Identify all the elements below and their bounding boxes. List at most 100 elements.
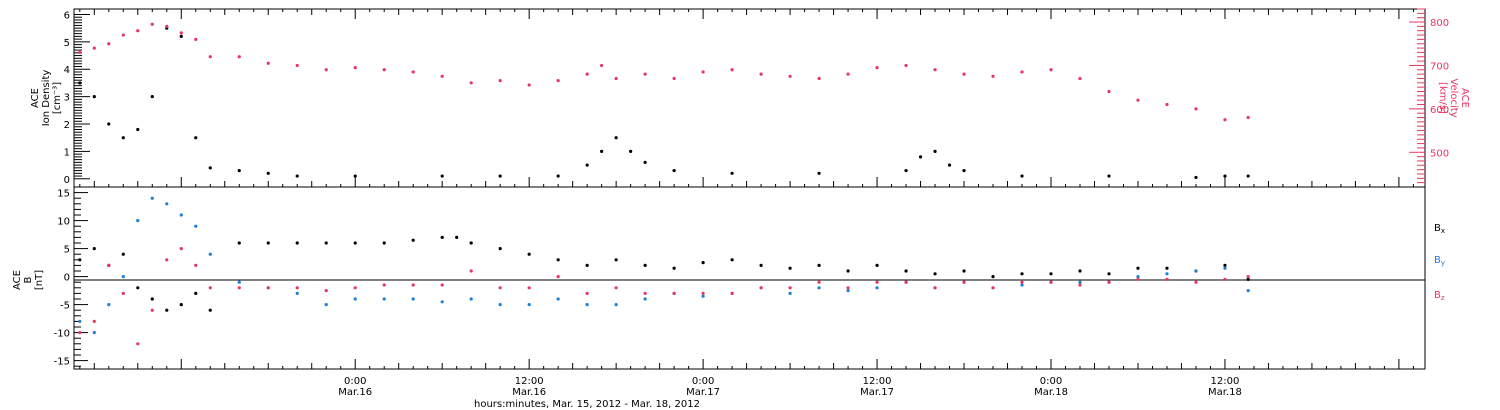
field-tick-label: -15 (54, 357, 70, 368)
field-tick-label: 0 (64, 273, 70, 284)
by-point (121, 275, 125, 279)
bx-point (165, 308, 169, 312)
density-point (556, 174, 560, 178)
bx-point (1049, 272, 1053, 276)
density-tick-label: 3 (64, 93, 70, 104)
by-point (440, 300, 444, 304)
by-point (585, 303, 589, 307)
density-point (1194, 175, 1198, 180)
bz-point (1223, 277, 1227, 281)
legend-bx-sub: x (1441, 227, 1445, 235)
velocity-point (92, 46, 96, 50)
velocity-point (672, 76, 676, 81)
bx-point (179, 303, 183, 307)
time-tick-label: 12:00 (863, 376, 892, 387)
velocity-point (643, 72, 647, 76)
top-panel-frame (73, 8, 1426, 188)
bx-point (324, 241, 328, 245)
field-label-line3: [nT] (34, 270, 45, 290)
bz-point (469, 269, 473, 273)
bx-point (730, 258, 734, 262)
density-point (107, 122, 111, 126)
bz-point (1165, 277, 1169, 281)
velocity-point (498, 79, 502, 83)
velocity-point (556, 79, 560, 83)
bz-point (107, 263, 111, 267)
density-point (947, 163, 952, 167)
density-label-line2: Ion Density (41, 70, 52, 127)
bz-point (904, 280, 908, 284)
x-axis-title: hours:minutes, Mar. 15, 2012 - Mar. 18, … (474, 399, 700, 410)
by-point (498, 303, 502, 307)
by-point (817, 286, 821, 290)
legend-bx: Bx (1434, 223, 1445, 235)
bx-point (672, 266, 676, 270)
velocity-point (324, 68, 328, 72)
velocity-axis-label: ACE Velocity [km/s] (1437, 78, 1470, 117)
velocity-point (701, 70, 705, 74)
velocity-point (1165, 102, 1169, 107)
bz-point (643, 291, 647, 295)
by-point (875, 286, 879, 290)
velocity-point (179, 31, 183, 35)
density-axis-label: ACE Ion Density [cm⁻³] (30, 70, 63, 127)
velocity-point (121, 33, 125, 37)
velocity-point (759, 72, 763, 76)
bx-point (498, 247, 502, 251)
velocity-point (600, 63, 604, 68)
density-point (440, 174, 444, 178)
bx-point (991, 275, 995, 279)
velocity-point (1078, 76, 1082, 81)
density-point (266, 171, 270, 175)
velocity-point (107, 42, 111, 46)
bx-point (933, 272, 937, 276)
bz-point (440, 283, 444, 287)
density-tick-label: 0 (64, 175, 70, 186)
bx-point (875, 263, 879, 267)
bz-point (817, 280, 821, 284)
density-point (904, 168, 908, 173)
density-label-line3: [cm⁻³] (52, 82, 63, 114)
density-point (194, 136, 198, 140)
bz-point (991, 286, 995, 290)
velocity-label-line1: ACE (1459, 88, 1470, 108)
bz-point (1194, 280, 1198, 284)
axis-labels: 0123456500600700800-15-10-50510150:00Mar… (54, 10, 1449, 398)
time-tick-label: 0:00 (344, 376, 366, 387)
density-point (498, 174, 502, 178)
date-tick-label: Mar.17 (860, 387, 894, 398)
density-point (1020, 174, 1024, 178)
velocity-point (1194, 107, 1198, 111)
velocity-point (614, 76, 618, 81)
velocity-point (730, 68, 734, 72)
bx-point (1223, 263, 1227, 267)
velocity-point (136, 29, 140, 33)
bz-point (875, 280, 879, 284)
bz-point (179, 247, 183, 251)
by-point (194, 224, 198, 228)
velocity-tick-label: 700 (1430, 61, 1449, 72)
by-point (78, 319, 82, 323)
field-tick-label: -5 (60, 301, 70, 312)
density-point (1223, 174, 1227, 178)
bx-point (643, 263, 647, 267)
velocity-label-line2: Velocity (1448, 78, 1459, 117)
bx-point (962, 269, 966, 273)
velocity-point (440, 74, 444, 78)
legend-by: By (1434, 255, 1445, 267)
velocity-point (165, 24, 169, 28)
bz-point (933, 286, 937, 290)
bz-point (92, 319, 96, 323)
bx-point (556, 258, 560, 262)
bz-point (701, 291, 705, 295)
density-point (353, 174, 357, 178)
density-tick-label: 2 (64, 120, 70, 131)
bx-point (1020, 272, 1024, 276)
bx-point (136, 286, 140, 290)
by-point (1223, 266, 1227, 270)
velocity-point (585, 72, 589, 76)
velocity-point (469, 81, 473, 85)
bx-point (527, 252, 531, 256)
density-point (643, 160, 647, 164)
velocity-point (1246, 115, 1250, 120)
